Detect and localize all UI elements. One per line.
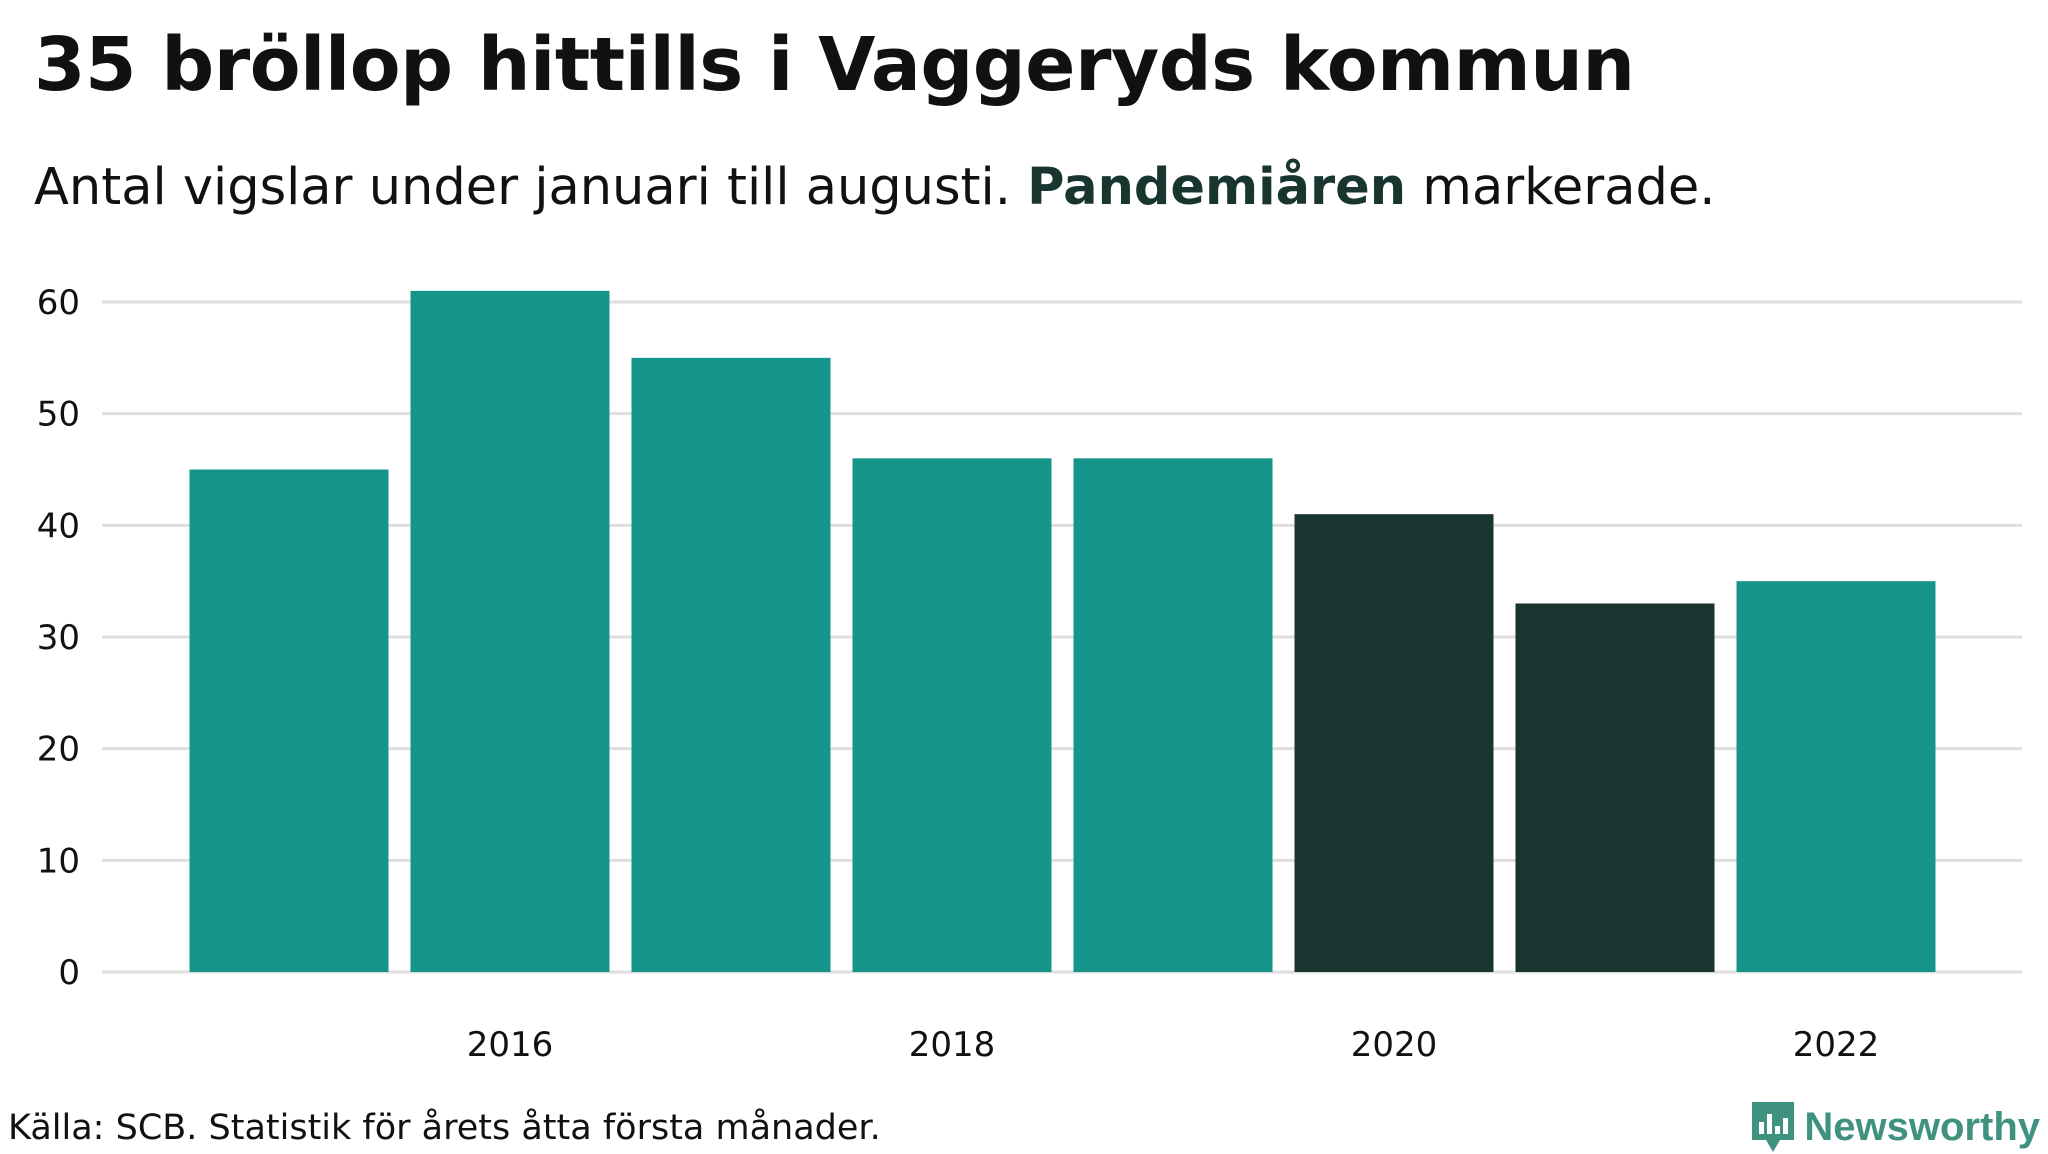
bar-2018 — [852, 458, 1052, 972]
x-tick-label-2022: 2022 — [1793, 1025, 1880, 1060]
y-tick-label-20: 20 — [37, 730, 80, 770]
chart-subtitle: Antal vigslar under januari till augusti… — [34, 158, 1715, 217]
bar-2017 — [631, 357, 831, 972]
y-tick-label-10: 10 — [37, 841, 80, 881]
subtitle-text: Antal vigslar under januari till augusti… — [34, 158, 1028, 217]
bar-2022 — [1736, 581, 1936, 972]
bar-2019 — [1073, 458, 1273, 972]
bar-chart: 0 10 20 30 40 50 60 2016 2018 2020 2022 — [37, 283, 2022, 1060]
x-tick-label-2018: 2018 — [909, 1025, 996, 1060]
bar-2020 — [1294, 514, 1494, 972]
y-tick-label-0: 0 — [58, 953, 80, 993]
x-tick-label-2020: 2020 — [1351, 1025, 1438, 1060]
bar-2016 — [410, 290, 610, 972]
bar-2015 — [189, 469, 389, 972]
y-tick-label-30: 30 — [37, 618, 80, 658]
newsworthy-logo-icon — [1752, 1102, 1795, 1152]
y-tick-label-40: 40 — [37, 506, 80, 546]
brand-name: Newsworthy — [1804, 1104, 2040, 1149]
y-tick-label-60: 60 — [37, 283, 80, 323]
subtitle-text-end: markerade. — [1406, 158, 1716, 217]
newsworthy-logo: Newsworthy — [1750, 1100, 2040, 1154]
chart-title: 35 bröllop hittills i Vaggeryds kommun — [34, 22, 1635, 108]
subtitle-highlight: Pandemiåren — [1027, 158, 1407, 217]
bar-2021 — [1515, 603, 1715, 972]
source-note: Källa: SCB. Statistik för årets åtta för… — [8, 1108, 881, 1148]
x-tick-label-2016: 2016 — [467, 1025, 554, 1060]
y-tick-label-50: 50 — [37, 395, 80, 435]
